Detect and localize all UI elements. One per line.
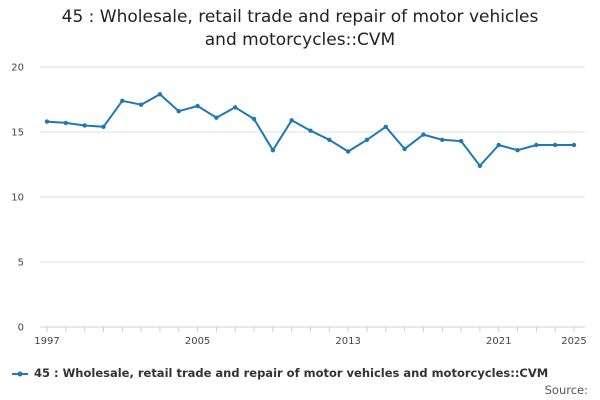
- data-point: [552, 142, 558, 148]
- data-point: [345, 149, 351, 154]
- data-point: [383, 124, 388, 129]
- data-point: [82, 123, 87, 128]
- data-point: [157, 92, 163, 97]
- data-point: [233, 105, 238, 110]
- data-point: [421, 132, 426, 137]
- data-point: [364, 137, 370, 142]
- data-point: [515, 148, 520, 153]
- data-point: [120, 98, 125, 104]
- chart-title-line-2: and motorcycles::CVM: [204, 30, 396, 50]
- x-tick-label: 1997: [34, 336, 59, 347]
- x-tick-label: 2025: [561, 336, 586, 347]
- y-tick-label: 15: [11, 128, 24, 139]
- x-tick-label: 2005: [185, 336, 210, 347]
- x-tick-label: 2013: [335, 336, 360, 347]
- data-point: [440, 137, 445, 142]
- data-point: [289, 118, 294, 123]
- data-point: [477, 163, 483, 168]
- x-tick-label: 2021: [486, 336, 511, 347]
- legend-swatch: [12, 371, 28, 376]
- y-tick-label: 10: [11, 193, 24, 204]
- legend-label: 45 : Wholesale, retail trade and repair …: [34, 366, 549, 380]
- data-point: [63, 120, 69, 126]
- chart-title-line-1: 45 : Wholesale, retail trade and repair …: [61, 7, 539, 27]
- data-point: [534, 142, 539, 148]
- chart-legend: 45 : Wholesale, retail trade and repair …: [12, 366, 548, 380]
- y-tick-label: 0: [18, 323, 24, 334]
- y-tick-label: 20: [11, 63, 24, 74]
- data-point: [176, 109, 181, 114]
- source-label: Source:: [544, 383, 588, 397]
- data-point: [214, 115, 219, 120]
- data-point: [101, 124, 106, 129]
- line-chart: 0 5 10 15 20 1997 2005 2013 2021 2025: [11, 63, 586, 348]
- data-point: [308, 128, 313, 133]
- data-point: [458, 138, 464, 144]
- data-point: [327, 137, 332, 142]
- data-point: [402, 146, 407, 152]
- data-point: [138, 102, 144, 107]
- data-point: [44, 119, 50, 124]
- data-point: [571, 142, 577, 148]
- data-point: [251, 116, 257, 122]
- data-point: [195, 103, 200, 109]
- data-point: [270, 148, 276, 153]
- y-tick-label: 5: [18, 258, 24, 269]
- data-point: [496, 142, 501, 148]
- chart-title: 45 : Wholesale, retail trade and repair …: [0, 6, 600, 52]
